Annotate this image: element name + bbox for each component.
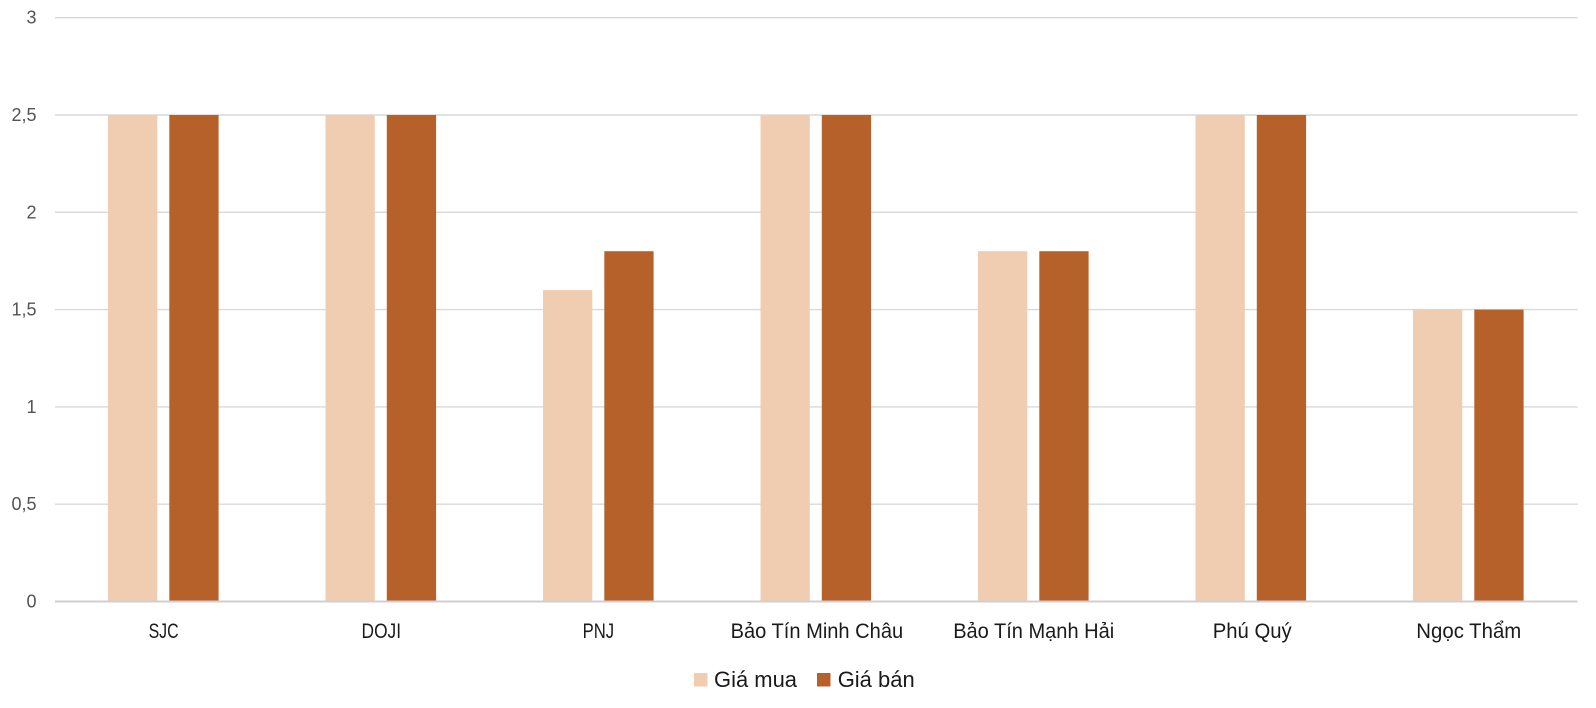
svg-text:Phú Quý: Phú Quý — [1213, 620, 1292, 643]
svg-text:2,5: 2,5 — [11, 105, 36, 125]
svg-text:1,5: 1,5 — [11, 300, 36, 320]
svg-text:0: 0 — [26, 592, 36, 612]
svg-text:2: 2 — [26, 202, 36, 222]
svg-text:Bảo Tín Mạnh Hải: Bảo Tín Mạnh Hải — [953, 620, 1114, 643]
svg-text:PNJ: PNJ — [583, 620, 615, 643]
svg-text:Bảo Tín Minh Châu: Bảo Tín Minh Châu — [731, 620, 904, 643]
svg-text:SJC: SJC — [149, 620, 179, 643]
svg-text:Giá bán: Giá bán — [838, 667, 915, 692]
svg-text:DOJI: DOJI — [362, 620, 402, 643]
svg-text:0,5: 0,5 — [11, 494, 36, 514]
svg-text:3: 3 — [26, 8, 36, 28]
svg-text:Ngọc Thẩm: Ngọc Thẩm — [1416, 620, 1521, 643]
svg-text:1: 1 — [26, 397, 36, 417]
svg-text:Giá mua: Giá mua — [714, 667, 798, 692]
